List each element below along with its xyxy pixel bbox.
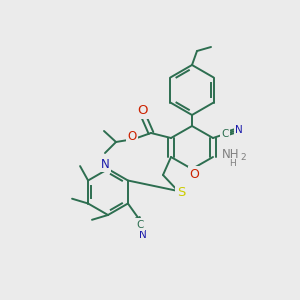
Text: N: N	[235, 125, 243, 135]
Text: N: N	[100, 158, 109, 170]
Text: 2: 2	[240, 154, 246, 163]
Text: NH: NH	[222, 148, 240, 161]
Text: H: H	[230, 160, 236, 169]
Text: C: C	[136, 220, 144, 230]
Text: O: O	[189, 167, 199, 181]
Text: N: N	[139, 230, 147, 239]
Text: C: C	[221, 129, 229, 139]
Text: O: O	[138, 104, 148, 118]
Text: S: S	[177, 187, 185, 200]
Text: O: O	[128, 130, 136, 142]
